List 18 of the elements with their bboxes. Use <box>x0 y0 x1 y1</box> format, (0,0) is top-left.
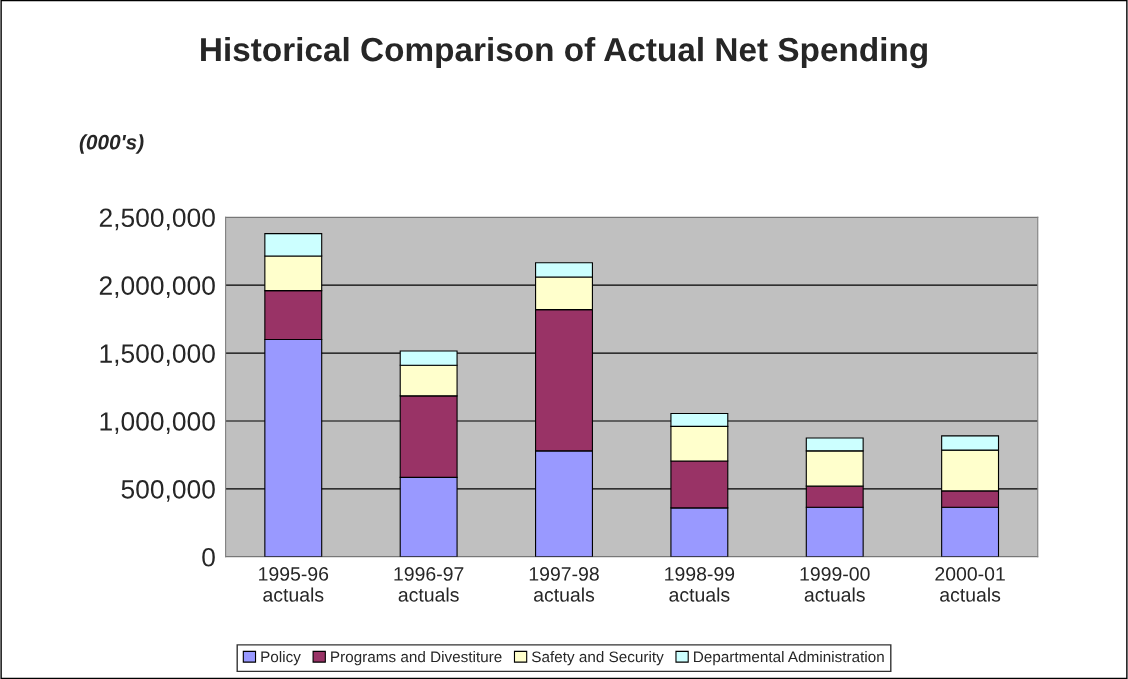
y-tick-label: 1,500,000 <box>100 344 215 367</box>
chart-title: Historical Comparison of Actual Net Spending <box>201 36 927 69</box>
y-tick-label: 0 <box>202 547 215 567</box>
y-tick-label: 500,000 <box>121 480 215 502</box>
x-tick-label: 1996-97 actuals <box>394 567 464 602</box>
legend-label: Safety and Security <box>531 651 664 666</box>
x-tick-label: 2000-01 actuals <box>935 567 1005 602</box>
y-tick-label: 2,000,000 <box>99 276 215 299</box>
y-tick-label: 1,000,000 <box>100 412 215 434</box>
x-tick-label: 1999-00 actuals <box>800 567 870 602</box>
x-tick-label: 1998-99 actuals <box>665 567 735 602</box>
y-axis-title: (000's) <box>79 134 144 154</box>
x-tick-label: 1995-96 actuals <box>259 567 329 602</box>
legend-label: Policy <box>261 651 301 666</box>
y-tick-label: 2,500,000 <box>99 208 215 231</box>
legend-label: Programs and Divestiture <box>331 651 502 666</box>
legend-label: Departmental Administration <box>694 651 884 666</box>
x-tick-label: 1997-98 actuals <box>529 567 599 602</box>
